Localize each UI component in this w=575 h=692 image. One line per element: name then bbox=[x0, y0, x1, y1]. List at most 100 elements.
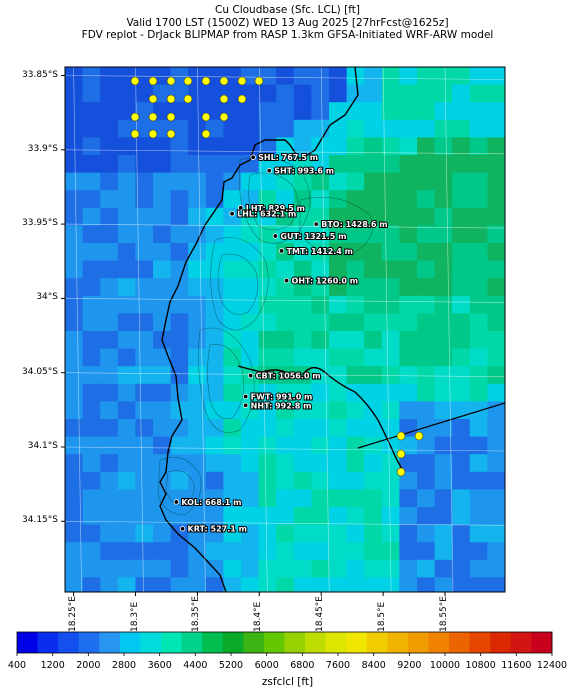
colorbar-tick-label: 3600 bbox=[147, 660, 172, 671]
colorbar-swatch bbox=[387, 632, 409, 653]
site-label: TMT: 1412.4 m bbox=[287, 247, 353, 256]
site-marker bbox=[242, 393, 249, 400]
x-tick-label: 18.35°E bbox=[191, 596, 202, 632]
yellow-marker bbox=[396, 449, 406, 459]
site-marker bbox=[278, 248, 285, 254]
site-marker bbox=[179, 526, 186, 532]
colorbar-swatch bbox=[17, 632, 38, 653]
yellow-marker bbox=[148, 112, 158, 122]
colorbar-swatch bbox=[305, 632, 327, 653]
terrain-contours bbox=[157, 156, 373, 516]
site-label: LHT: 829.5 m bbox=[246, 204, 305, 213]
colorbar-tick-label: 400 bbox=[7, 660, 27, 671]
colorbar-swatch bbox=[531, 632, 553, 653]
colorbar-swatch bbox=[510, 632, 532, 653]
colorbar-swatch bbox=[37, 632, 59, 653]
x-tick-label: 18.5°E bbox=[377, 601, 388, 632]
yellow-marker bbox=[183, 94, 193, 104]
site-label: KRT: 527.1 m bbox=[188, 525, 247, 534]
yellow-marker bbox=[201, 112, 211, 122]
colorbar-tick-label: 5200 bbox=[218, 660, 244, 671]
colorbar-tick-label: 12400 bbox=[536, 660, 568, 671]
yellow-marker bbox=[396, 467, 406, 477]
site-marker bbox=[283, 277, 290, 284]
site-marker bbox=[250, 154, 256, 160]
site-marker bbox=[229, 210, 235, 217]
colorbar-swatch bbox=[428, 632, 450, 653]
yellow-marker bbox=[148, 94, 158, 104]
colorbar-swatch bbox=[325, 632, 347, 653]
site-label: BTO: 1428.6 m bbox=[321, 220, 387, 229]
site-marker bbox=[238, 205, 244, 211]
yellow-marker bbox=[201, 129, 211, 139]
yellow-marker bbox=[166, 94, 176, 104]
x-tick-label: 18.3°E bbox=[129, 601, 140, 632]
yellow-marker bbox=[414, 431, 424, 441]
yellow-marker bbox=[130, 112, 140, 122]
site-marker bbox=[313, 221, 319, 227]
colorbar-swatch bbox=[469, 632, 491, 653]
site-marker bbox=[173, 499, 180, 505]
colorbar-swatch bbox=[222, 632, 244, 653]
y-tick-label: 33.9°S bbox=[27, 143, 58, 154]
yellow-marker bbox=[396, 431, 406, 441]
yellow-markers bbox=[130, 76, 424, 477]
site-marker bbox=[266, 167, 272, 174]
yellow-marker bbox=[148, 76, 158, 86]
colorbar-swatch bbox=[490, 632, 512, 653]
colorbar-tick-label: 6000 bbox=[254, 660, 279, 671]
y-tick-label: 34°S bbox=[36, 292, 58, 303]
colorbar-tick-label: 11600 bbox=[501, 660, 532, 671]
colorbar-swatch bbox=[78, 632, 100, 653]
axis-ticks bbox=[61, 75, 446, 596]
site-markers: SHL: 767.5 m SHT: 993.6 m LHT: 829.5 mLHL:… bbox=[173, 152, 389, 535]
colorbar-swatch bbox=[407, 632, 429, 653]
site-label: KOL: 668.1 m bbox=[181, 498, 241, 507]
x-tick-label: 18.25°E bbox=[67, 596, 78, 632]
site-label: GUT: 1321.5 m bbox=[280, 232, 346, 241]
site-label: CBT: 1056.0 m bbox=[256, 372, 321, 381]
colorbar-tick-label: 10800 bbox=[465, 660, 496, 671]
colorbar-label: zsfclcl [ft] bbox=[261, 676, 314, 688]
colorbar-swatch bbox=[284, 632, 306, 653]
colorbar-swatch bbox=[346, 632, 368, 653]
yellow-marker bbox=[166, 112, 176, 122]
colorbar-swatch bbox=[140, 632, 162, 653]
colorbar-tick-label: 2000 bbox=[76, 660, 101, 671]
colorbar-swatch bbox=[181, 632, 203, 653]
site-marker bbox=[272, 233, 279, 239]
y-tick-label: 34.1°S bbox=[27, 441, 58, 451]
map-frame bbox=[64, 66, 506, 593]
yellow-marker bbox=[148, 129, 158, 139]
site-label: SHL: 767.5 m bbox=[258, 153, 318, 162]
colorbar-swatch bbox=[161, 632, 183, 653]
yellow-marker bbox=[130, 76, 140, 86]
y-tick-label: 33.85°S bbox=[22, 69, 58, 80]
colorbar-swatch bbox=[366, 632, 388, 653]
title-line-2: Valid 1700 LST (1500Z) WED 13 Aug 2025 [… bbox=[126, 16, 449, 29]
x-tick-label: 18.55°E bbox=[439, 596, 449, 632]
site-label: NHT: 992.8 m bbox=[251, 401, 312, 410]
colorbar-tick-label: 8400 bbox=[361, 660, 386, 671]
colorbar-swatch bbox=[119, 632, 141, 653]
graticule bbox=[65, 67, 505, 592]
yellow-marker bbox=[183, 76, 193, 86]
colorbar-tick-label: 1200 bbox=[40, 660, 65, 671]
site-label: OHT: 1260.0 m bbox=[292, 277, 359, 286]
colorbar-tick-label: 9200 bbox=[397, 660, 422, 671]
site-label: LHL: 632.1 m bbox=[237, 210, 296, 219]
colorbar-tick-label: 2800 bbox=[111, 660, 137, 671]
colorbar-swatch bbox=[449, 632, 471, 653]
title-line-1: Cu Cloudbase (Sfc. LCL) [ft] bbox=[215, 4, 360, 16]
title-line-3: FDV replot - DrJack BLIPMAP from RASP 1.… bbox=[81, 29, 494, 41]
yellow-marker bbox=[254, 76, 264, 86]
colorbar-tick-label: 10000 bbox=[429, 660, 461, 671]
y-tick-label: 34.15°S bbox=[22, 515, 58, 526]
yellow-marker bbox=[237, 94, 247, 104]
yellow-marker bbox=[219, 112, 229, 122]
colorbar-tick-label: 7600 bbox=[325, 660, 351, 671]
yellow-marker bbox=[237, 76, 247, 86]
colorbar-swatch bbox=[202, 632, 224, 653]
x-tick-label: 18.4°E bbox=[253, 601, 264, 632]
